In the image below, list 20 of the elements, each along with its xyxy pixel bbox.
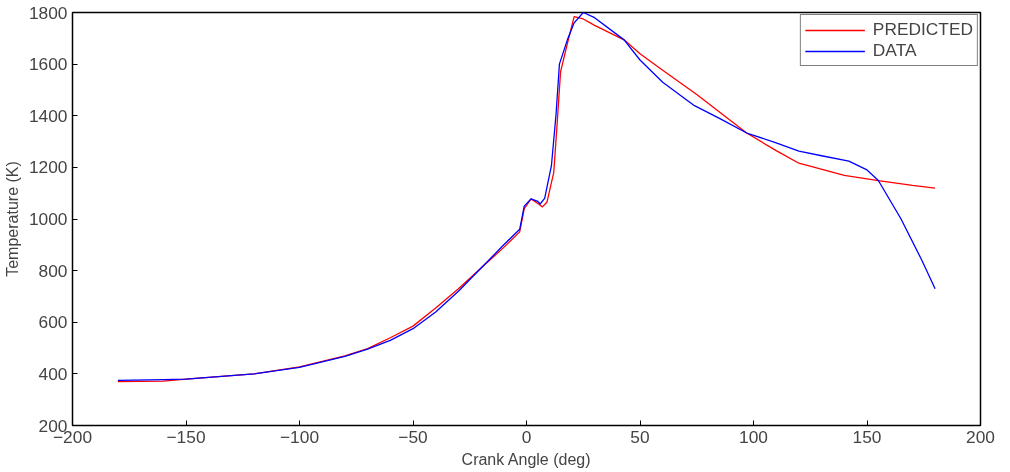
y-tick-label: 1400	[28, 105, 68, 126]
y-tick-label: 1200	[28, 157, 68, 178]
x-tick-label: −100	[279, 426, 320, 447]
legend-label: DATA	[872, 40, 917, 61]
x-axis-title: Crank Angle (deg)	[461, 450, 591, 468]
x-tick-label: −50	[398, 426, 428, 447]
y-tick-label: 400	[38, 363, 68, 384]
x-tick-label: 200	[966, 426, 995, 447]
y-axis-title: Temperature (K)	[3, 161, 21, 277]
y-tick-label: 1000	[28, 209, 68, 229]
legend-label: PREDICTED	[872, 19, 973, 40]
x-tick-label: −150	[166, 426, 206, 447]
y-tick-label: 1600	[28, 54, 68, 75]
x-tick-label: 0	[521, 426, 532, 447]
y-tick-label: 1800	[28, 2, 68, 23]
y-tick-label: 600	[38, 312, 68, 333]
x-tick-label: 100	[739, 426, 768, 447]
x-tick-label: 150	[852, 426, 882, 447]
y-tick-label: 800	[38, 260, 68, 281]
x-tick-label: 50	[630, 426, 650, 447]
